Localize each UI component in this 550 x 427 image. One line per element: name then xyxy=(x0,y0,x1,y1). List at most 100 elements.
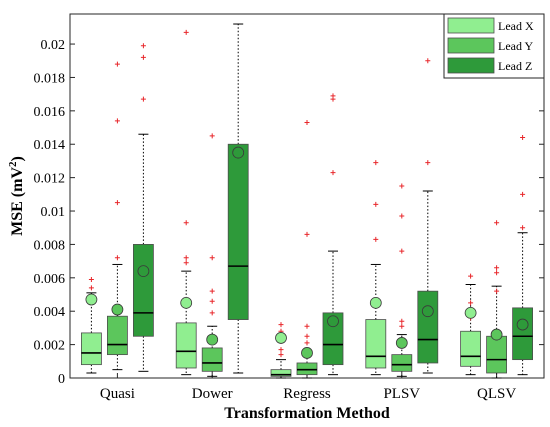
y-tick-label: 0.014 xyxy=(34,138,66,153)
y-axis-title-main: MSE (mV xyxy=(9,167,26,236)
mean-marker xyxy=(464,306,477,319)
outlier-marker xyxy=(183,29,189,35)
x-axis-title: Transformation Method xyxy=(224,405,390,422)
box xyxy=(107,315,128,356)
outlier-marker xyxy=(114,61,120,67)
legend-swatch xyxy=(447,57,495,74)
outlier-marker xyxy=(183,220,189,226)
x-tick-label: Dower xyxy=(192,386,233,402)
box xyxy=(270,369,292,377)
outlier-marker xyxy=(209,288,215,294)
outlier-marker xyxy=(209,255,215,261)
box xyxy=(322,312,344,366)
outlier-marker xyxy=(425,160,431,166)
mean-marker xyxy=(516,318,529,331)
box xyxy=(486,335,508,374)
y-axis-title-sup: 2 xyxy=(7,161,19,167)
y-axis-title: MSE (mV2) xyxy=(7,156,26,236)
box xyxy=(512,307,533,361)
plot-area: 0 0.002 0.004 0.006 0.008 0.01 0.012 0.014 0.016… xyxy=(34,13,545,402)
mean-marker xyxy=(180,296,193,309)
x-tick-label: Quasi xyxy=(100,386,135,402)
outlier-marker xyxy=(494,270,500,276)
outlier-marker xyxy=(399,323,405,329)
outlier-marker xyxy=(140,43,146,49)
outlier-marker xyxy=(399,183,405,189)
outlier-marker xyxy=(520,225,526,231)
outlier-marker xyxy=(304,323,310,329)
mean-marker xyxy=(111,303,124,316)
x-tick-label: QLSV xyxy=(477,386,516,402)
outlier-marker xyxy=(278,347,284,353)
mean-marker xyxy=(301,347,313,359)
outlier-marker xyxy=(209,298,215,304)
outlier-marker xyxy=(183,255,189,261)
outlier-marker xyxy=(304,120,310,126)
y-tick-label: 0.016 xyxy=(34,105,66,120)
y-tick-label: 0.004 xyxy=(34,305,66,320)
mean-marker xyxy=(85,293,98,306)
box xyxy=(365,319,387,369)
y-tick-label: 0.02 xyxy=(41,38,66,53)
outlier-marker xyxy=(140,54,146,60)
y-tick-label: 0 xyxy=(58,372,65,387)
outlier-marker xyxy=(520,135,526,141)
mean-marker xyxy=(232,146,245,159)
y-tick-label: 0.006 xyxy=(34,272,66,287)
box xyxy=(227,143,249,320)
box xyxy=(296,362,318,376)
outlier-marker xyxy=(520,191,526,197)
y-tick-label: 0.008 xyxy=(34,238,66,253)
mean-marker xyxy=(490,328,503,341)
box xyxy=(175,322,197,369)
outlier-marker xyxy=(494,265,500,271)
mean-marker xyxy=(421,305,434,318)
box xyxy=(81,332,102,366)
y-tick-label: 0.012 xyxy=(34,172,66,187)
outlier-marker xyxy=(330,170,336,176)
mean-marker xyxy=(369,296,382,309)
outlier-marker xyxy=(373,201,379,207)
box xyxy=(460,330,482,367)
outlier-marker xyxy=(209,310,215,316)
outlier-marker xyxy=(399,248,405,254)
legend-swatch xyxy=(447,37,495,54)
box xyxy=(391,354,413,372)
outlier-marker xyxy=(114,118,120,124)
outlier-marker xyxy=(114,255,120,261)
outlier-marker xyxy=(399,213,405,219)
outlier-marker xyxy=(140,96,146,102)
mean-marker xyxy=(137,265,150,278)
outlier-marker xyxy=(183,260,189,266)
mean-marker xyxy=(327,315,339,328)
outlier-marker xyxy=(425,58,431,64)
legend-label: Lead X xyxy=(498,19,534,33)
outlier-marker xyxy=(278,352,284,358)
legend-label: Lead Y xyxy=(498,39,534,53)
outlier-marker xyxy=(114,200,120,206)
outlier-marker xyxy=(304,340,310,346)
mean-marker xyxy=(275,332,287,344)
x-tick-label: Regress xyxy=(283,386,331,402)
y-tick-label: 0.002 xyxy=(34,339,66,354)
outlier-marker xyxy=(494,220,500,226)
box xyxy=(132,244,154,337)
outlier-marker xyxy=(468,273,474,279)
outlier-marker xyxy=(304,333,310,339)
legend-swatch xyxy=(447,17,495,34)
outlier-marker xyxy=(330,96,336,102)
outlier-marker xyxy=(88,285,94,291)
outlier-marker xyxy=(399,318,405,324)
y-tick-label: 0.01 xyxy=(41,205,66,220)
outlier-marker xyxy=(373,160,379,166)
outlier-marker xyxy=(88,276,94,282)
x-tick-label: PLSV xyxy=(383,386,420,402)
outlier-marker xyxy=(468,300,474,306)
box xyxy=(201,347,223,372)
legend-label: Lead Z xyxy=(498,59,532,73)
outlier-marker xyxy=(278,322,284,328)
mean-marker xyxy=(206,333,219,346)
legend: Lead X Lead Y Lead Z xyxy=(443,13,545,79)
outlier-marker xyxy=(209,133,215,139)
